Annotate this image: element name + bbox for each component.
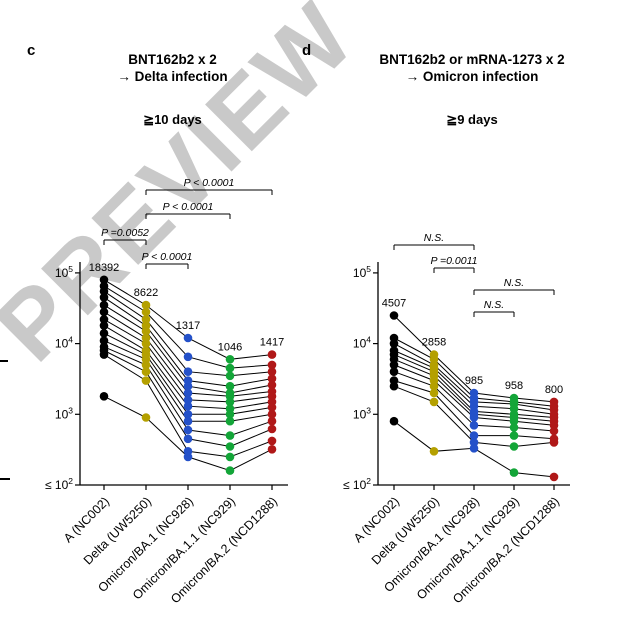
panel-letter-c: c — [27, 42, 36, 59]
svg-text:P < 0.0001: P < 0.0001 — [163, 201, 214, 213]
cropped-axis-fragment — [0, 478, 10, 480]
svg-text:105: 105 — [55, 264, 73, 280]
svg-text:8622: 8622 — [134, 287, 158, 299]
panel-d-title-line1: BNT162b2 or mRNA-1273 x 2 — [379, 52, 565, 67]
svg-text:P =0.0052: P =0.0052 — [101, 227, 149, 239]
panel-d-header: BNT162b2 or mRNA-1273 x 2 → Omicron infe… — [324, 52, 620, 128]
svg-text:N.S.: N.S. — [504, 277, 524, 289]
svg-text:1046: 1046 — [218, 341, 242, 353]
svg-text:958: 958 — [505, 380, 523, 392]
svg-text:18392: 18392 — [89, 262, 120, 274]
panel-c-title-line2: → Delta infection — [117, 68, 228, 84]
panel-c-title-line1: BNT162b2 x 2 — [128, 52, 217, 67]
svg-text:N.S.: N.S. — [424, 232, 444, 244]
panel-d-days-label: ≧9 days — [446, 111, 498, 127]
svg-text:≤ 102: ≤ 102 — [45, 476, 73, 492]
svg-text:104: 104 — [353, 335, 371, 351]
panel-d-title-line2: → Omicron infection — [405, 68, 539, 84]
svg-text:105: 105 — [353, 264, 371, 280]
svg-text:1417: 1417 — [260, 337, 284, 349]
svg-text:800: 800 — [545, 384, 563, 396]
svg-text:Delta (UW5250): Delta (UW5250) — [369, 494, 442, 567]
svg-text:P < 0.0001: P < 0.0001 — [184, 177, 235, 189]
svg-text:103: 103 — [55, 405, 73, 421]
svg-text:103: 103 — [353, 405, 371, 421]
svg-text:1317: 1317 — [176, 320, 200, 332]
svg-text:4507: 4507 — [382, 298, 406, 310]
svg-text:P =0.0011: P =0.0011 — [431, 255, 478, 267]
panel-c-days-label: ≧10 days — [143, 111, 202, 127]
svg-text:P < 0.0001: P < 0.0001 — [142, 251, 193, 263]
cropped-axis-fragment — [0, 360, 8, 362]
svg-text:985: 985 — [465, 375, 483, 387]
svg-text:N.S.: N.S. — [484, 299, 504, 311]
svg-text:≤ 102: ≤ 102 — [343, 476, 371, 492]
panel-c-header: BNT162b2 x 2 → Delta infection BNT162b2 … — [55, 52, 290, 128]
panel-letter-d: d — [302, 42, 312, 59]
svg-text:104: 104 — [55, 335, 73, 351]
svg-text:2858: 2858 — [422, 337, 446, 349]
